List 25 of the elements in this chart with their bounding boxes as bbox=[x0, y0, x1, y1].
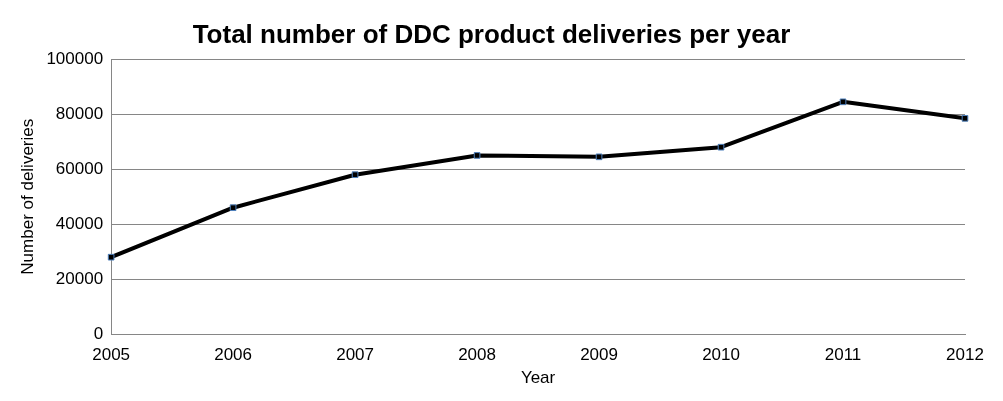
x-tick-label: 2006 bbox=[214, 345, 253, 365]
y-tick-label: 40000 bbox=[55, 213, 104, 233]
x-tick-label: 2007 bbox=[336, 345, 375, 365]
x-tick-label: 2005 bbox=[92, 345, 131, 365]
y-tick-label: 60000 bbox=[55, 158, 104, 178]
point bbox=[961, 115, 969, 122]
point bbox=[595, 153, 603, 161]
x-tick-label: 2008 bbox=[458, 345, 496, 365]
x-tick-label: 2011 bbox=[824, 345, 862, 365]
x-tick-label: 2010 bbox=[702, 345, 740, 365]
point bbox=[107, 253, 115, 261]
point bbox=[473, 152, 481, 159]
chart-title: Total number of DDC product deliveries per year bbox=[192, 18, 791, 49]
point bbox=[351, 171, 359, 179]
y-tick-label: 0 bbox=[93, 323, 104, 343]
y-tick-label: 80000 bbox=[55, 103, 104, 123]
y-axis-title: Number of deliveries bbox=[17, 118, 37, 275]
x-tick-label: 2012 bbox=[946, 345, 984, 365]
point bbox=[717, 143, 725, 151]
x-axis-title: Year bbox=[520, 368, 556, 388]
x-tick-label: 2009 bbox=[580, 345, 618, 365]
y-tick-label: 100000 bbox=[46, 48, 104, 68]
point bbox=[839, 98, 847, 106]
y-tick-label: 20000 bbox=[55, 268, 104, 288]
point bbox=[229, 204, 237, 212]
